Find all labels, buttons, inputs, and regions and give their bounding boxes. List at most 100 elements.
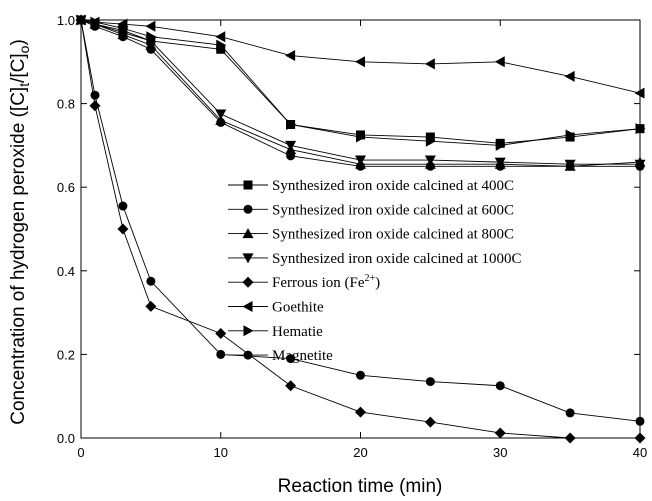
data-point <box>215 31 226 43</box>
legend-text: Synthesized iron oxide calcined at 1000C <box>272 251 522 267</box>
legend-label: Goethite <box>272 300 324 316</box>
data-point <box>424 58 435 70</box>
data-point <box>216 349 226 359</box>
y-label-sub: t <box>16 83 32 87</box>
legend-label: Ferrous ion (Fe2+) <box>272 273 380 291</box>
data-point <box>145 300 157 312</box>
legend-marker <box>242 253 254 264</box>
legend-label: Synthesized iron oxide calcined at 400C <box>272 178 514 194</box>
legend-text: ) <box>375 275 380 291</box>
data-point <box>635 416 645 426</box>
legend-label: Synthesized iron oxide calcined at 800C <box>272 227 514 243</box>
data-point <box>634 159 646 170</box>
y-tick-label: 0.0 <box>57 431 75 446</box>
x-axis-label: Reaction time (min) <box>278 476 443 497</box>
data-point <box>356 370 365 380</box>
y-label-part: Concentration of hydrogen peroxide ([C] <box>8 87 29 425</box>
x-tick-label: 20 <box>353 445 367 460</box>
data-point <box>286 354 296 364</box>
legend-label: Synthesized iron oxide calcined at 1000C <box>272 251 522 267</box>
legend-sup: 2+ <box>365 273 376 284</box>
data-point <box>564 432 576 444</box>
legend-text: Ferrous ion (Fe <box>272 275 365 291</box>
series-line <box>80 19 641 94</box>
data-point <box>355 155 366 166</box>
data-point <box>118 201 128 211</box>
legend-label: Magnetite <box>272 348 333 364</box>
legend-label: Synthesized iron oxide calcined at 600C <box>272 202 514 218</box>
data-point <box>146 276 156 286</box>
x-tick-label: 10 <box>214 445 228 460</box>
data-point <box>117 223 129 235</box>
series-line <box>80 19 640 167</box>
data-point <box>356 131 366 143</box>
legend-text: Goethite <box>272 300 324 316</box>
data-point <box>424 155 436 166</box>
data-point <box>216 39 227 51</box>
y-label-part: ) <box>8 39 29 45</box>
data-point <box>90 16 101 28</box>
data-point <box>90 90 100 100</box>
legend-marker <box>243 180 253 190</box>
legend-marker <box>243 325 254 337</box>
legend-text: Hematie <box>272 324 323 340</box>
data-point <box>494 56 505 68</box>
data-point <box>215 114 227 125</box>
series-line <box>80 19 641 167</box>
legend-marker <box>242 301 253 312</box>
y-label-part: /[C] <box>8 53 29 83</box>
data-point <box>564 70 575 82</box>
data-point <box>494 427 506 439</box>
data-point <box>565 129 576 141</box>
data-point <box>76 15 86 25</box>
data-point <box>216 44 226 54</box>
y-tick-label: 0.6 <box>57 180 75 195</box>
data-point <box>425 135 436 147</box>
data-point <box>634 432 646 444</box>
data-point <box>495 139 506 151</box>
data-point <box>425 132 435 142</box>
data-point <box>425 377 435 387</box>
data-point <box>89 100 101 112</box>
x-tick-label: 0 <box>77 445 84 460</box>
y-tick-label: 1.0 <box>57 13 75 28</box>
data-point <box>215 328 227 339</box>
data-point <box>285 50 296 62</box>
data-point <box>285 380 297 392</box>
y-tick-label: 0.2 <box>57 347 75 362</box>
legend-marker <box>243 350 253 360</box>
y-axis-label: Concentration of hydrogen peroxide ([C]t… <box>8 39 32 425</box>
legend-label: Hematie <box>272 324 323 340</box>
legend-text: Synthesized iron oxide calcined at 400C <box>272 178 514 194</box>
data-point <box>118 22 129 34</box>
data-point <box>355 56 365 68</box>
series-line <box>80 19 640 165</box>
legend-marker <box>242 276 254 288</box>
data-point <box>565 408 575 418</box>
y-tick-label: 0.8 <box>57 97 75 112</box>
data-point <box>495 381 505 391</box>
legend-marker <box>242 228 254 239</box>
legend-text: Magnetite <box>272 348 333 364</box>
data-point <box>355 406 366 418</box>
y-tick-label: 0.4 <box>57 264 75 279</box>
data-point <box>635 123 646 135</box>
series-line <box>80 19 641 422</box>
x-tick-label: 40 <box>633 445 647 460</box>
legend-text: Synthesized iron oxide calcined at 600C <box>272 202 514 218</box>
data-point <box>146 31 157 43</box>
data-point <box>215 109 227 120</box>
series-line <box>80 19 641 146</box>
data-point <box>494 157 506 168</box>
legend-marker <box>243 204 253 214</box>
y-label-sub: o <box>16 45 32 53</box>
data-point <box>564 159 576 170</box>
x-tick-label: 30 <box>493 445 507 460</box>
data-point <box>145 20 156 32</box>
data-point <box>634 87 645 99</box>
data-point <box>285 140 297 151</box>
data-point <box>286 119 297 130</box>
data-point <box>424 416 436 428</box>
legend-text: Synthesized iron oxide calcined at 800C <box>272 227 514 243</box>
